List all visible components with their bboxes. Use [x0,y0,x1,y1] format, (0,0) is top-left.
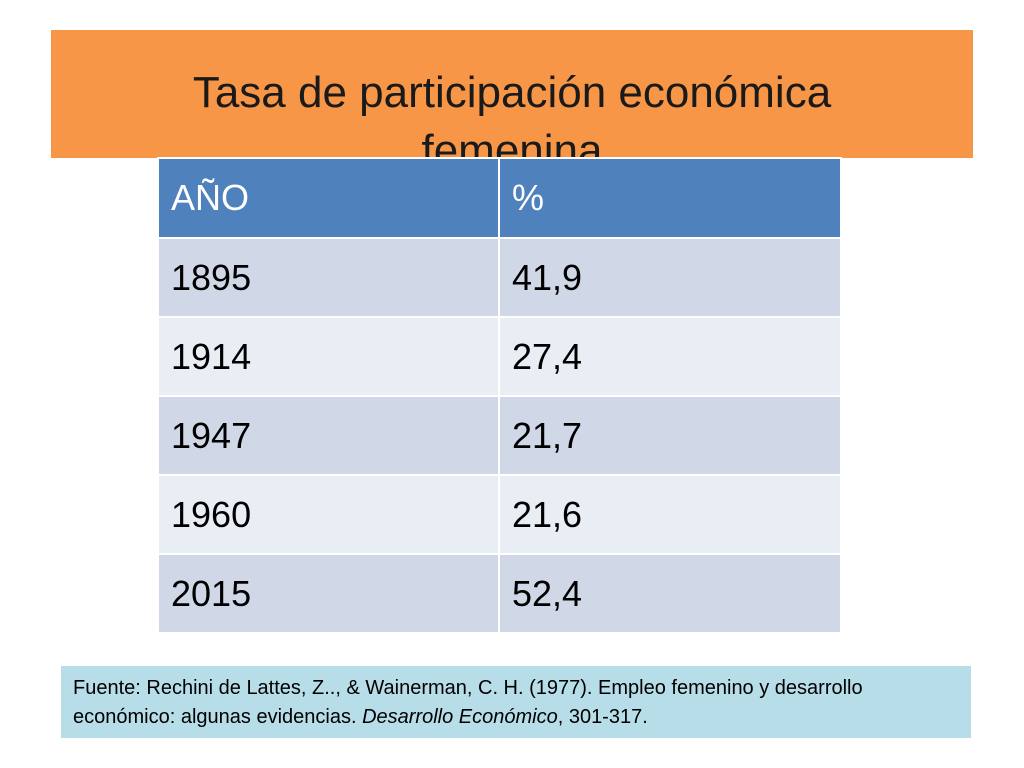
citation-journal: Desarrollo Económico [362,706,558,728]
column-header-percent: % [498,157,842,239]
cell-percent: 27,4 [498,316,842,397]
cell-year: 1960 [157,474,500,555]
cell-percent: 52,4 [498,553,842,634]
column-header-year: AÑO [157,157,500,239]
cell-year: 1895 [157,237,500,318]
cell-percent: 41,9 [498,237,842,318]
table-row: 1895 41,9 [157,237,842,318]
citation-text: Fuente: Rechini de Lattes, Z.., & Wainer… [73,677,863,728]
title-line-1: Tasa de participación económica [192,68,832,117]
slide-title: Tasa de participación económica femenina [51,64,973,180]
citation-pages: , 301-317. [557,706,648,728]
cell-percent: 21,7 [498,395,842,476]
source-citation: Fuente: Rechini de Lattes, Z.., & Wainer… [61,666,971,738]
cell-year: 1914 [157,316,500,397]
cell-year: 2015 [157,553,500,634]
title-banner: Tasa de participación económica femenina [51,30,973,175]
table-row: 1960 21,6 [157,474,842,555]
table-header-row: AÑO % [157,157,842,239]
cell-year: 1947 [157,395,500,476]
table-row: 2015 52,4 [157,553,842,634]
data-table: AÑO % 1895 41,9 1914 27,4 1947 21,7 1960… [157,157,842,634]
table-row: 1914 27,4 [157,316,842,397]
table-row: 1947 21,7 [157,395,842,476]
cell-percent: 21,6 [498,474,842,555]
